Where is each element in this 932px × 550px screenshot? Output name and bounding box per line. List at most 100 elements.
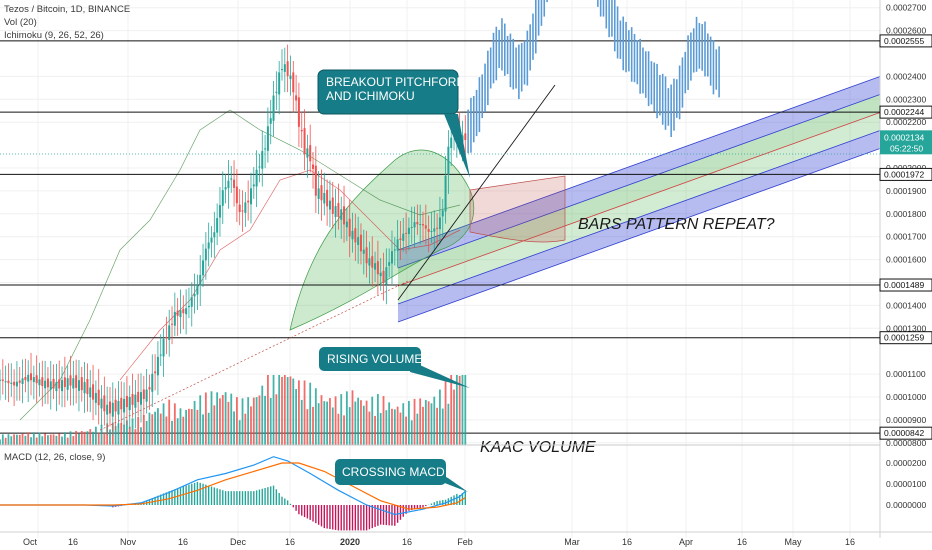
price-tick-7: 0.0001900	[886, 186, 926, 196]
callout-breakout-line1: BREAKOUT PITCHFORK	[326, 75, 464, 89]
volume-bar-87	[244, 413, 247, 445]
candle-body-72	[202, 260, 205, 276]
candle-body-19	[52, 378, 55, 389]
volume-bar-109	[306, 409, 309, 445]
volume-bar-29	[80, 431, 83, 445]
candle-body-158	[444, 175, 447, 212]
volume-bar-4	[10, 436, 13, 445]
volume-bar-3	[7, 434, 10, 445]
candle-body-35	[97, 389, 100, 406]
volume-bar-11	[30, 437, 32, 445]
time-label-13: May	[784, 537, 802, 547]
volume-bar-146	[410, 420, 413, 445]
candle-body-3	[7, 380, 10, 384]
time-label-12: 16	[737, 537, 747, 547]
volume-bar-9	[24, 435, 27, 445]
volume-bar-53	[148, 412, 151, 445]
trend-lines	[0, 84, 880, 431]
candle-body-20	[55, 381, 58, 392]
volume-bar-71	[199, 395, 202, 445]
candle-body-149	[419, 224, 422, 226]
candle-body-101	[283, 64, 286, 72]
volume-bar-90	[252, 397, 255, 445]
volume-bar-16	[44, 433, 47, 445]
volume-bar-42	[117, 423, 120, 445]
volume-bar-19	[52, 434, 55, 445]
candle-body-95	[266, 126, 269, 151]
volume-bar-103	[289, 376, 292, 445]
bars-pattern-annotation: BARS PATTERN REPEAT?	[578, 216, 775, 233]
candle-body-14	[38, 379, 41, 386]
candle-body-108	[303, 128, 306, 155]
candle-body-81	[227, 180, 230, 189]
candle-body-159	[447, 146, 450, 175]
price-tick-3: 0.0002400	[886, 71, 926, 81]
candle-body-47	[131, 394, 134, 405]
callout-rising-volume-label: RISING VOLUME	[327, 352, 422, 366]
candle-body-91	[255, 169, 258, 187]
volume-bar-94	[264, 395, 266, 445]
candle-body-110	[309, 145, 312, 162]
pitchfork-outer-lower	[398, 130, 880, 322]
candle-body-80	[224, 187, 227, 190]
level-tag-0: 0.0002555	[884, 36, 924, 46]
volume-bar-84	[235, 397, 238, 445]
candle-body-114	[320, 185, 323, 201]
volume-bar-66	[185, 409, 188, 445]
volume-bar-39	[109, 429, 111, 445]
candle-body-28	[77, 380, 80, 391]
volume-bar-68	[190, 409, 193, 445]
level-tag-3: 0.0001489	[884, 280, 924, 290]
candle-body-21	[58, 379, 61, 389]
candle-body-54	[151, 373, 154, 392]
volume-bar-114	[320, 395, 323, 445]
vol-indicator-label[interactable]: Vol (20)	[4, 17, 37, 28]
candle-body-69	[193, 294, 196, 297]
candle-body-5	[13, 381, 16, 386]
candle-body-113	[317, 188, 320, 199]
candle-body-122	[343, 206, 346, 225]
candle-body-48	[134, 394, 137, 408]
volume-bar-12	[32, 432, 35, 445]
candle-body-62	[173, 311, 176, 326]
candle-body-45	[125, 395, 128, 408]
candle-body-125	[351, 230, 354, 240]
time-label-5: 16	[285, 537, 295, 547]
candle-body-85	[238, 204, 241, 212]
candle-body-25	[69, 375, 72, 386]
volume-bar-2	[4, 437, 7, 445]
volume-bar-99	[278, 375, 281, 445]
volume-bar-34	[94, 426, 97, 445]
volume-bar-63	[176, 418, 179, 445]
candle-body-115	[323, 192, 326, 204]
candle-body-50	[140, 392, 142, 405]
volume-bar-10	[27, 432, 30, 445]
ichimoku-indicator-label[interactable]: Ichimoku (9, 26, 52, 26)	[4, 30, 104, 41]
candle-body-52	[145, 389, 148, 402]
volume-bar-30	[83, 431, 86, 445]
volume-bar-51	[142, 414, 145, 445]
price-tick-15: 0.0001000	[886, 392, 926, 402]
candle-body-144	[405, 232, 408, 234]
volume-bar-86	[241, 398, 244, 445]
volume-bar-22	[61, 436, 63, 445]
candle-body-79	[221, 190, 224, 206]
macd-indicator-label[interactable]: MACD (12, 26, close, 9)	[4, 452, 106, 463]
candle-body-136	[382, 270, 385, 284]
volume-bar-110	[309, 382, 312, 445]
candle-body-83	[233, 179, 236, 188]
volume-bar-35	[97, 432, 100, 445]
volume-bar-161	[453, 389, 455, 445]
candle-body-102	[286, 61, 289, 77]
volume-bar-33	[92, 431, 94, 445]
candle-body-131	[368, 258, 371, 266]
candle-body-71	[199, 275, 202, 286]
candle-body-40	[111, 402, 114, 417]
volume-bar-57	[159, 413, 162, 445]
volume-bar-75	[210, 391, 213, 445]
countdown-label: 05:22:50	[890, 143, 923, 153]
candle-body-75	[210, 237, 213, 243]
pitchfork-line-4	[397, 148, 881, 323]
candle-body-119	[334, 206, 337, 218]
